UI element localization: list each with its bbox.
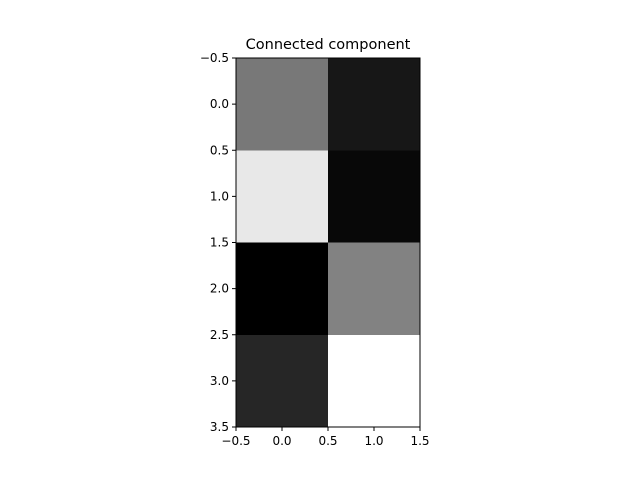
chart-title: Connected component [246, 37, 411, 53]
y-tick-label: 3.0 [210, 374, 229, 388]
y-tick-label: 1.0 [210, 189, 229, 203]
heatmap-cell-r0-c1 [328, 58, 420, 151]
x-tick-label: 0.0 [272, 434, 291, 448]
heatmap-cells [236, 58, 420, 427]
y-tick-label: −0.5 [200, 51, 229, 65]
heatmap-cell-r3-c0 [236, 334, 328, 427]
x-tick-label: −0.5 [221, 434, 250, 448]
heatmap-cell-r2-c1 [328, 242, 420, 335]
y-tick-label: 1.5 [210, 236, 229, 250]
y-tick-label: 0.0 [210, 97, 229, 111]
heatmap-cell-r1-c0 [236, 150, 328, 243]
heatmap-cell-r0-c0 [236, 58, 328, 151]
heatmap-cell-r1-c1 [328, 150, 420, 243]
y-axis: −0.5 0.0 0.5 1.0 1.5 2.0 2.5 3.0 3.5 [200, 51, 236, 434]
x-tick-label: 1.5 [410, 434, 429, 448]
x-tick-label: 0.5 [318, 434, 337, 448]
y-tick-label: 0.5 [210, 143, 229, 157]
x-axis: −0.5 0.0 0.5 1.0 1.5 [221, 427, 430, 448]
y-tick-label: 2.5 [210, 328, 229, 342]
x-tick-label: 1.0 [364, 434, 383, 448]
y-tick-label: 3.5 [210, 420, 229, 434]
y-tick-label: 2.0 [210, 282, 229, 296]
heatmap-cell-r3-c1 [328, 334, 420, 427]
heatmap-cell-r2-c0 [236, 242, 328, 335]
